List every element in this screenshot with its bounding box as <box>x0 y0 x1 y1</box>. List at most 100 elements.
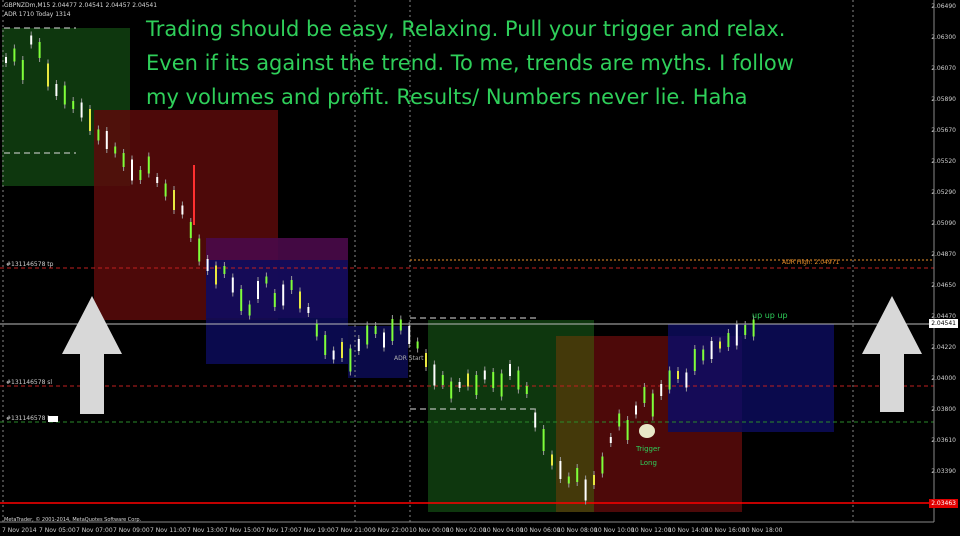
candle-body <box>719 341 721 349</box>
candle-body <box>38 42 41 58</box>
candle-body <box>425 353 427 367</box>
candle-body <box>584 479 587 501</box>
price-tick-label: 2.03390 <box>931 468 956 475</box>
candle-body <box>752 319 755 337</box>
candle-body <box>559 461 562 479</box>
candle-body <box>299 291 301 309</box>
price-tick-label: 2.06070 <box>931 65 956 72</box>
candle-body <box>131 159 133 181</box>
candle-body <box>80 102 83 118</box>
price-tick-label: 2.04000 <box>931 375 956 382</box>
candle-body <box>668 370 671 390</box>
candle-body <box>509 364 511 376</box>
candle-body <box>609 437 612 443</box>
candle-body <box>735 324 738 346</box>
time-tick-label: 10 Nov 16:00 <box>705 527 746 534</box>
candle-body <box>332 350 335 360</box>
time-tick-label: 10 Nov 04:00 <box>483 527 524 534</box>
candle-body <box>173 190 175 210</box>
tp-label[interactable]: #131146578 tp <box>6 261 54 268</box>
sl-label[interactable]: #131146578 sl <box>6 379 53 386</box>
candle-body <box>156 177 159 183</box>
price-tick-label: 2.05890 <box>931 96 956 103</box>
time-tick-label: 10 Nov 10:00 <box>594 527 635 534</box>
candle-body <box>383 332 385 348</box>
time-tick-label: 10 Nov 06:00 <box>520 527 561 534</box>
time-tick-label: 7 Nov 19:00 <box>298 527 335 534</box>
time-tick-label: 10 Nov 00:00 <box>409 527 450 534</box>
candle-body <box>441 375 444 385</box>
candle-body <box>265 276 268 284</box>
candle-body <box>72 101 75 109</box>
buy-label[interactable]: #131146578 buy <box>6 415 59 422</box>
candle-body <box>97 129 100 141</box>
candle-body <box>660 384 663 396</box>
candle-body <box>593 475 595 485</box>
candle-body <box>324 335 327 355</box>
candle-body <box>399 319 402 331</box>
candle-body <box>290 280 293 290</box>
candle-body <box>105 131 108 149</box>
candle-body <box>458 382 461 388</box>
candle-body <box>475 375 478 395</box>
candle-body <box>618 413 621 427</box>
price-tick-label: 2.03610 <box>931 437 956 444</box>
candle-body <box>693 349 696 371</box>
candle-body <box>273 293 276 307</box>
candle-body <box>492 372 495 388</box>
time-tick-label: 7 Nov 09:00 <box>113 527 150 534</box>
time-tick-label: 10 Nov 08:00 <box>557 527 598 534</box>
candle-body <box>231 277 234 293</box>
buy-marker-icon <box>48 416 58 422</box>
overlay-line-2: Even if its against the trend. To me, tr… <box>146 51 794 75</box>
price-tick-label: 2.03800 <box>931 406 956 413</box>
price-tick-label: 2.04650 <box>931 282 956 289</box>
time-tick-label: 10 Nov 12:00 <box>631 527 672 534</box>
price-tick-label: 2.06300 <box>931 34 956 41</box>
candle-body <box>366 325 369 345</box>
candle-body <box>181 205 184 215</box>
current-price-box: 2.04541 <box>929 319 958 328</box>
candle-body <box>483 370 486 380</box>
candle-body <box>391 319 394 341</box>
time-tick-label: 7 Nov 13:00 <box>187 527 224 534</box>
time-tick-label: 9 Nov 22:00 <box>372 527 409 534</box>
time-tick-label: 7 Nov 11:00 <box>150 527 187 534</box>
candle-body <box>677 371 679 379</box>
zone-blue-3 <box>668 324 834 432</box>
adr-high-label: ADR High: 2.04971 <box>782 259 840 266</box>
up-arrow-icon <box>62 296 122 414</box>
price-tick-label: 2.05670 <box>931 127 956 134</box>
candle-body <box>282 284 285 306</box>
candle-body <box>744 325 747 335</box>
trigger-label: Trigger <box>636 445 661 453</box>
trigger-marker-icon[interactable] <box>639 424 655 438</box>
zone-blue-1 <box>206 260 348 364</box>
candle-body <box>357 339 360 351</box>
candle-body <box>567 476 570 484</box>
candle-body <box>635 405 637 415</box>
price-tick-label: 2.04870 <box>931 251 956 258</box>
zone-orange-2 <box>556 336 594 512</box>
candle-body <box>13 48 16 62</box>
candle-body <box>525 386 528 394</box>
candle-body <box>21 60 24 80</box>
candle-body <box>147 156 150 174</box>
time-tick-label: 7 Nov 17:00 <box>261 527 298 534</box>
candle-body <box>307 307 310 313</box>
candle-body <box>416 341 419 349</box>
time-tick-label: 7 Nov 21:00 <box>335 527 372 534</box>
candle-body <box>223 266 226 274</box>
overlay-line-3: my volumes and profit. Results/ Numbers … <box>146 85 748 109</box>
overlay-line-1: Trading should be easy, Relaxing. Pull y… <box>146 17 786 41</box>
candle-body <box>551 454 553 466</box>
candle-body <box>626 420 629 440</box>
candle-body <box>114 146 117 154</box>
candle-body <box>193 165 195 225</box>
candle-body <box>576 468 579 482</box>
candle-body <box>534 412 537 428</box>
candle-body <box>517 370 520 390</box>
adr-info: ADR 1710 Today 1314 <box>4 11 71 18</box>
price-tick-label: 2.04470 <box>931 313 956 320</box>
